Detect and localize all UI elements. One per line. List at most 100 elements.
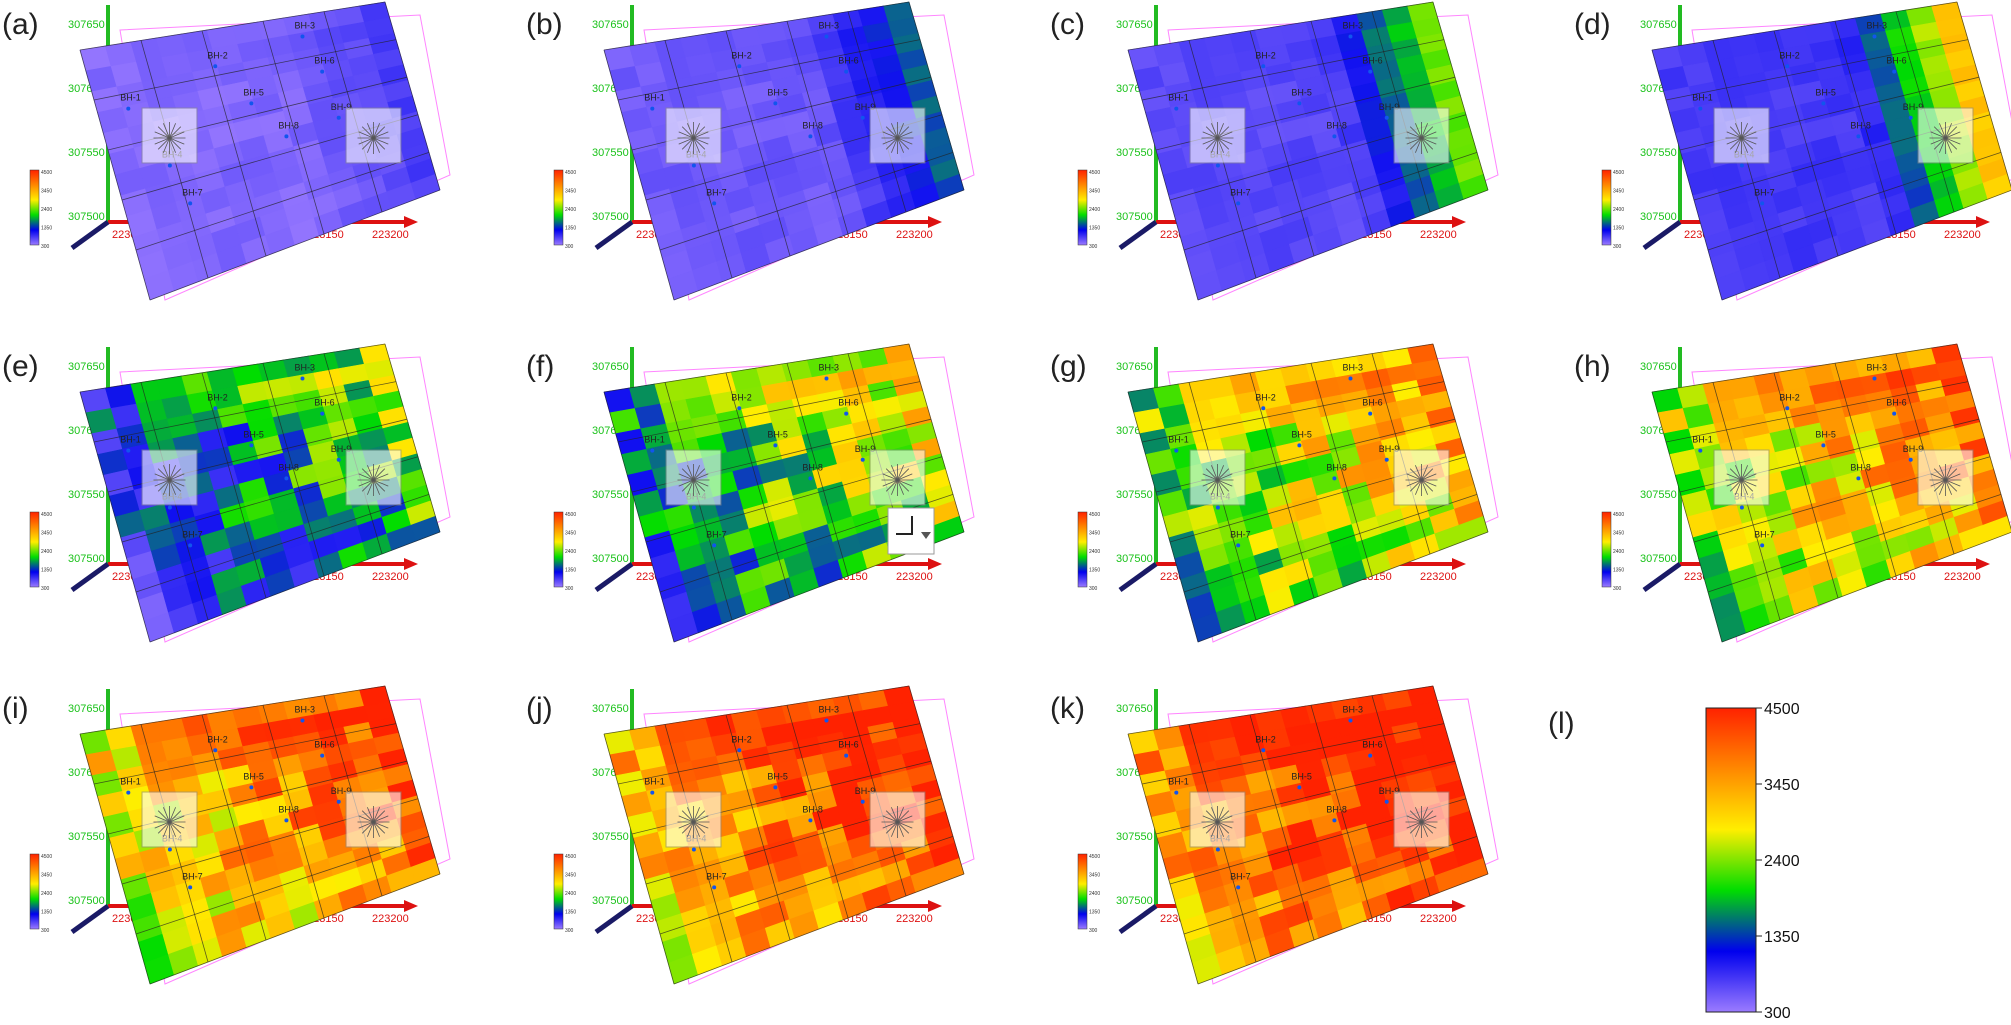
small-colorbar-tick: 2400	[565, 891, 576, 897]
panel-label: (f)	[526, 350, 554, 383]
panel-b: (b)3076503076003075503075002230002230502…	[526, 1, 975, 301]
borehole-marker	[213, 64, 218, 69]
borehole-marker	[1215, 847, 1220, 852]
y-tick-label: 307550	[592, 831, 629, 843]
x-tick-label: 223200	[1944, 229, 1981, 241]
grid-line	[908, 343, 965, 533]
well-ray	[358, 815, 389, 829]
borehole-label: BH-9	[1379, 444, 1400, 454]
small-colorbar-tick: 4500	[565, 512, 576, 518]
borehole-label: BH-9	[1903, 102, 1924, 112]
borehole-marker	[1892, 69, 1897, 74]
grid-line	[603, 49, 675, 301]
small-colorbar-tick: 300	[1089, 586, 1098, 592]
grid-line	[1183, 836, 1478, 935]
grid-line	[1651, 1, 1958, 51]
well-ray	[882, 131, 913, 145]
small-colorbar-tick: 1350	[1089, 568, 1100, 574]
x-tick-label: 223200	[896, 571, 933, 583]
small-colorbar-tick: 2400	[1089, 891, 1100, 897]
y-tick-label: 307500	[1640, 211, 1677, 223]
y-tick-label: 307500	[68, 553, 105, 565]
small-colorbar-tick: 3450	[565, 189, 576, 195]
grid-line	[1310, 21, 1373, 235]
borehole-marker	[1261, 748, 1266, 753]
colorbar-tick-label: 3450	[1764, 777, 1800, 794]
borehole-label: BH-2	[207, 50, 228, 60]
borehole-marker	[249, 443, 254, 448]
colorbar-tick-label: 300	[1764, 1005, 1791, 1022]
grid-line	[149, 189, 441, 301]
borehole-label: BH-7	[182, 529, 203, 539]
chevron-down-icon[interactable]	[921, 532, 931, 539]
grid-line	[1127, 49, 1199, 301]
borehole-label: BH-2	[1255, 392, 1276, 402]
grid-line	[1141, 39, 1445, 101]
borehole-label: BH-2	[1255, 50, 1276, 60]
borehole-marker	[773, 101, 778, 106]
borehole-label: BH-2	[207, 392, 228, 402]
x-tick-label: 223200	[1420, 571, 1457, 583]
grid-line	[384, 343, 441, 533]
panel-label: (b)	[526, 8, 563, 41]
borehole-marker	[691, 163, 696, 168]
borehole-marker	[712, 543, 717, 548]
borehole-label: BH-8	[1326, 120, 1347, 130]
grid-line	[149, 531, 441, 643]
small-colorbar-tick: 2400	[1613, 207, 1624, 213]
borehole-label: BH-5	[767, 87, 788, 97]
borehole-marker	[1297, 785, 1302, 790]
grid-line	[725, 30, 791, 257]
grid-line	[1665, 381, 1969, 443]
borehole-label: BH-5	[1291, 771, 1312, 781]
borehole-label: BH-6	[314, 56, 335, 66]
borehole-label: BH-7	[1754, 187, 1775, 197]
x-tick-label: 223200	[372, 913, 409, 925]
borehole-label: BH-1	[120, 93, 141, 103]
well-ray	[1406, 815, 1437, 829]
small-colorbar-tick: 3450	[1089, 189, 1100, 195]
y-tick-label: 307550	[68, 147, 105, 159]
grid-line	[1197, 531, 1489, 643]
grid-line	[1432, 343, 1489, 533]
borehole-marker	[300, 718, 305, 723]
well-ray	[1726, 131, 1757, 145]
well-ray	[1202, 473, 1233, 487]
borehole-marker	[1856, 476, 1861, 481]
borehole-label: BH-8	[1850, 120, 1871, 130]
borehole-label: BH-1	[644, 93, 665, 103]
well-ray	[1726, 473, 1757, 487]
small-colorbar-tick: 2400	[41, 207, 52, 213]
borehole-label: BH-6	[1886, 56, 1907, 66]
borehole-label: BH-1	[644, 435, 665, 445]
borehole-label: BH-1	[644, 777, 665, 787]
panel-label: (g)	[1050, 350, 1087, 383]
grid-line	[262, 705, 325, 919]
z-axis	[70, 903, 110, 935]
borehole-label: BH-8	[1326, 804, 1347, 814]
grid-line	[201, 714, 267, 941]
small-colorbar-tick: 4500	[565, 170, 576, 176]
grid-line	[1310, 363, 1373, 577]
borehole-marker	[167, 505, 172, 510]
borehole-label: BH-3	[1342, 363, 1363, 373]
panel-label: (j)	[526, 692, 553, 725]
grid-line	[93, 381, 397, 443]
small-colorbar	[29, 853, 40, 930]
borehole-label: BH-2	[731, 50, 752, 60]
grid-line	[79, 1, 386, 51]
borehole-marker	[167, 163, 172, 168]
small-colorbar	[1601, 169, 1612, 246]
borehole-marker	[860, 799, 865, 804]
grid-line	[1127, 343, 1434, 393]
small-colorbar	[553, 511, 564, 588]
colorbar-tick-label: 1350	[1764, 929, 1800, 946]
grid-line	[1773, 372, 1839, 599]
well-ray	[358, 473, 389, 487]
grid-line	[79, 391, 151, 643]
borehole-label: BH-3	[818, 363, 839, 373]
panel-label: (h)	[1574, 350, 1611, 383]
borehole-marker	[1760, 201, 1765, 206]
popup-widget[interactable]	[887, 507, 935, 555]
borehole-label: BH-1	[1168, 93, 1189, 103]
